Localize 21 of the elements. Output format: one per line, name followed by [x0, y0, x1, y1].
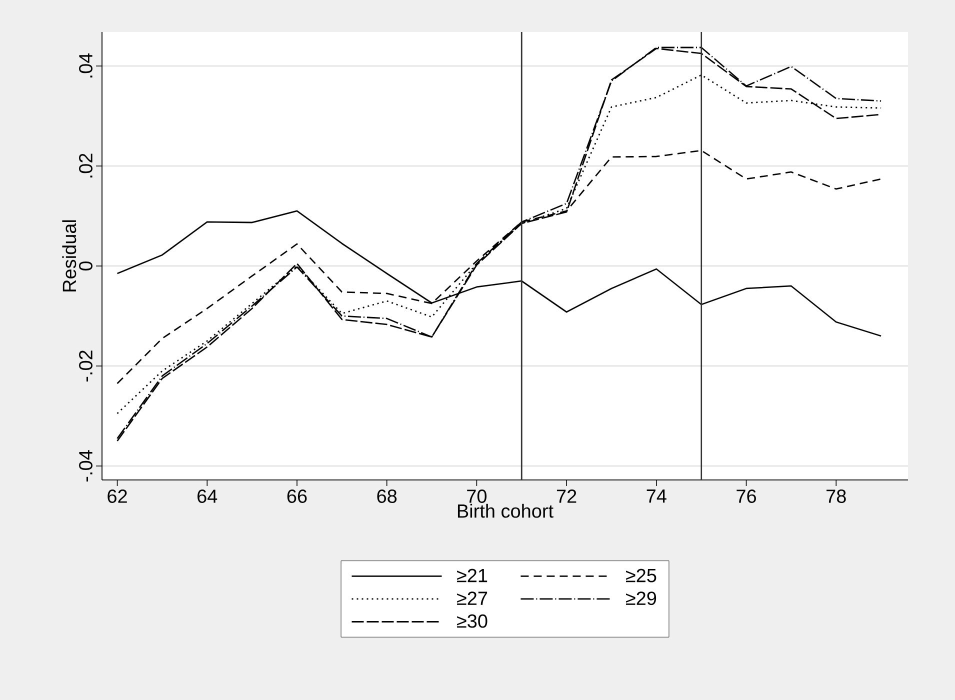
x-tick-label: 68 — [377, 490, 397, 503]
y-tick-label: 0 — [79, 261, 92, 271]
x-tick-label: 76 — [736, 490, 756, 503]
legend-label: ≥30 — [457, 614, 488, 628]
legend-label: ≥29 — [626, 592, 656, 606]
x-tick-label: 64 — [198, 490, 218, 503]
x-axis-title: Birth cohort — [458, 504, 554, 518]
y-tick-label: -.02 — [79, 350, 92, 382]
x-tick-label: 78 — [826, 490, 846, 503]
x-tick-label: 70 — [467, 490, 487, 503]
legend-label: ≥25 — [626, 568, 656, 582]
x-tick-label: 72 — [556, 490, 576, 503]
y-tick-label: .02 — [79, 154, 92, 178]
y-tick-label: .04 — [79, 53, 92, 78]
y-axis-title: Residual — [62, 220, 76, 292]
x-tick-label: 66 — [287, 490, 307, 503]
legend-label: ≥27 — [457, 592, 488, 605]
x-tick-label: 62 — [108, 490, 127, 503]
x-tick-label: 74 — [646, 490, 666, 503]
legend-label: ≥21 — [457, 568, 488, 582]
y-tick-label: -.04 — [79, 450, 92, 482]
